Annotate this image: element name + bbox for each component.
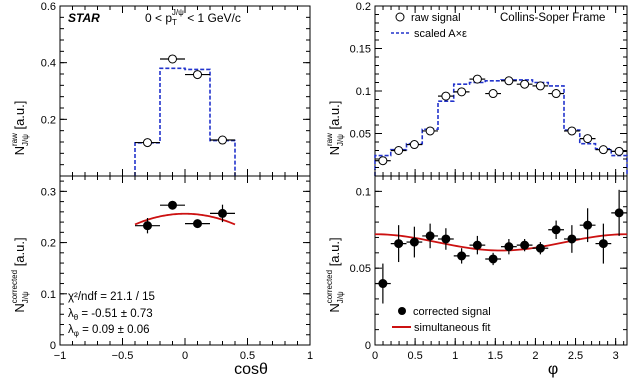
raw-signal-point-tr [614,146,624,156]
raw-signal-point-tr [598,145,608,155]
legend-fit-label: simultaneous fit [414,322,490,334]
frame-label: Collins-Soper Frame [500,12,605,24]
corrected-signal-point-br [614,208,624,218]
y-tick-label-bl: 0.3 [41,186,56,198]
x-tick-label-br: 2.5 [568,350,583,362]
raw-signal-point-tr [472,74,482,84]
y-tick-label-tl: 0.6 [41,1,56,13]
x-tick-label-bl: 1 [307,350,313,362]
y-tick-label-br: 0.1 [356,186,371,198]
x-tick-label-br: 1 [452,350,458,362]
raw-signal-point-tl [168,54,177,64]
y-tick-label-tr: 0.15 [350,44,371,56]
x-axis-title-right: φ [548,361,558,378]
corrected-signal-point-br [409,237,419,247]
raw-signal-point-tr [425,126,435,136]
raw-signal-point-tr [567,126,577,136]
x-axis-title-left: cosθ [234,361,268,378]
x-tick-label-bl: −1 [54,350,67,362]
raw-signal-point-tr [583,134,593,144]
x-tick-label-br: 2 [532,350,538,362]
panel-top-right: 0.05 0.1 0.15 0.2 [350,1,628,177]
experiment-label: STAR [68,11,100,25]
raw-signal-point-tr [457,87,467,97]
y-tick-label-tl: 0.2 [41,114,56,126]
raw-signal-point-tl [193,70,202,80]
x-tick-label-bl: 0.5 [240,350,255,362]
corrected-signal-point-br [472,240,482,250]
y-axis-title-bottom-left: NJ/ψcorrected [a.u.] [10,237,30,312]
corrected-signal-point-br [394,239,404,249]
corrected-signal-point-br [535,243,545,253]
frame-tl [59,5,311,177]
corrected-signal-point-br [425,231,435,241]
raw-signal-point-tr [504,76,514,86]
y-tick-label-tr: 0.2 [356,1,371,13]
legend-scaled-label: scaled A×ε [414,28,467,40]
x-tick-label-br: 3 [613,350,619,362]
raw-signal-point-tr [441,91,451,101]
raw-signal-point-tr [394,146,404,155]
corrected-signal-point-br [598,239,608,249]
y-tick-label-tl: 0.4 [41,58,56,70]
raw-signal-point-tr [520,79,530,89]
panel-bottom-right: 0 0.05 0.1 0 0.5 1 1.5 2 2.5 3 [350,175,628,362]
corrected-signal-point-br [551,225,561,235]
corrected-signal-point-bl [218,208,227,218]
corrected-signal-point-bl [143,221,152,231]
raw-signal-point-tr [551,89,561,99]
x-tick-label-br: 0.5 [407,350,422,362]
corrected-signal-point-br [457,251,467,261]
x-tick-label-br: 0 [372,350,378,362]
corrected-signal-point-bl [193,219,202,229]
legend-raw-label: raw signal [411,12,461,24]
frame-tr [374,5,628,177]
corrected-signal-point-br [583,220,593,230]
y-tick-label-bl: 0 [50,340,56,352]
panel-bottom-left: 0 0.1 0.2 0.3 −1 −0.5 0 0.5 1 [41,176,313,362]
x-tick-label-br: 1.5 [488,350,503,362]
y-axis-title-bottom-right: NJ/ψcorrected [a.u.] [325,237,345,312]
corrected-signal-point-br [567,234,577,244]
y-tick-label-br: 0 [365,340,371,352]
y-axis-title-top-left: NJ/ψraw [a.u.] [10,101,30,156]
scaled-acceptance-step-tr [374,79,628,176]
corrected-signal-point-br [378,279,388,289]
corrected-signal-point-br [504,242,514,252]
corrected-signal-point-br [488,254,498,264]
raw-signal-point-tr [535,81,545,91]
legend-corrected-marker [398,307,406,315]
corrected-signal-point-br [520,240,530,250]
y-axis-title-top-right: NJ/ψraw [a.u.] [325,101,345,156]
panel-top-left: 0.2 0.4 0.6 [41,1,311,177]
legend-raw-marker [395,12,405,22]
x-tick-label-bl: 0 [182,350,188,362]
scaled-acceptance-step-tl [134,67,236,176]
raw-signal-point-tr [378,156,388,166]
raw-signal-point-tr [409,140,419,150]
chi2-annotation: χ²/ndf = 21.1 / 15 [68,291,155,303]
kinematic-label: 0 < pTJ/ψ < 1 GeV/c [145,8,241,27]
y-tick-label-tr: 0.1 [356,86,371,98]
simultaneous-fit-curve-br [374,233,628,252]
corrected-signal-point-bl [168,200,177,210]
raw-signal-point-tl [218,135,227,145]
y-tick-label-tr: 0.05 [350,129,371,141]
lambda-phi-annotation: λφ = 0.09 ± 0.06 [68,324,150,338]
lambda-theta-annotation: λθ = -0.51 ± 0.73 [68,308,153,322]
raw-signal-point-tr [488,89,498,99]
y-tick-label-bl: 0.2 [41,238,56,250]
raw-signal-point-tl [143,138,152,148]
simultaneous-fit-curve-bl [134,212,236,226]
corrected-signal-point-br [441,234,451,244]
legend-corrected-label: corrected signal [413,306,491,318]
y-tick-label-br: 0.05 [350,263,371,275]
x-tick-label-bl: −0.5 [112,350,134,362]
frame-br [374,175,628,346]
y-tick-label-bl: 0.1 [41,289,56,301]
